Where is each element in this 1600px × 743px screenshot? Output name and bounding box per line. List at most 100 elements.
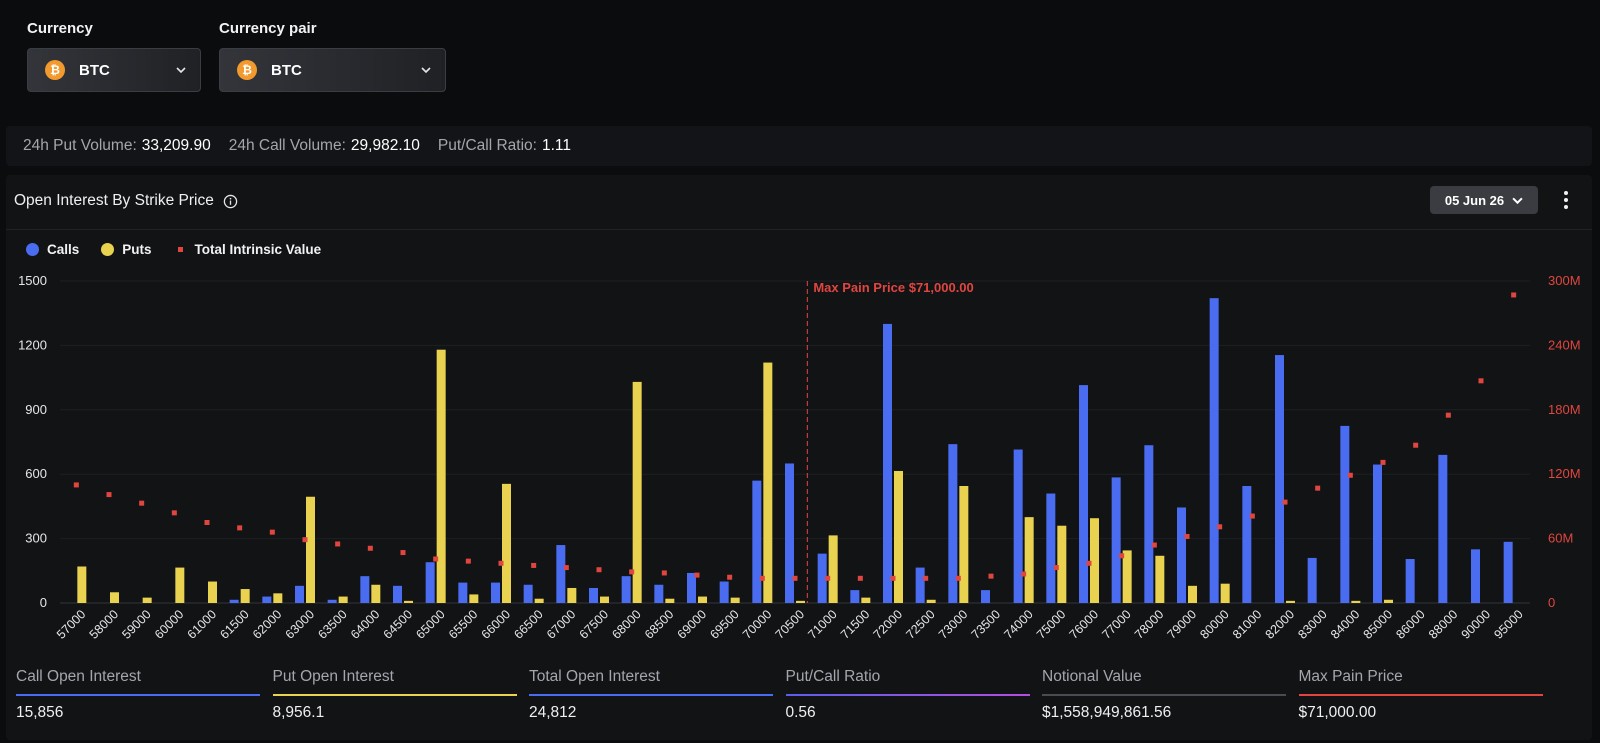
currency-select[interactable]: ₿ BTC bbox=[27, 48, 201, 92]
tiv-point bbox=[531, 562, 537, 568]
put-bar bbox=[1188, 585, 1197, 603]
put-bar bbox=[404, 600, 413, 603]
legend-puts[interactable]: Puts bbox=[101, 242, 152, 257]
tiv-point bbox=[1315, 485, 1321, 491]
summary-total-oi: Total Open Interest 24,812 bbox=[529, 668, 786, 722]
y-tick-label: 600 bbox=[25, 466, 47, 481]
put-bar bbox=[436, 349, 446, 603]
currency-label: Currency bbox=[27, 20, 93, 37]
summary-label: Call Open Interest bbox=[16, 668, 141, 685]
summary-max-pain: Max Pain Price $71,000.00 bbox=[1298, 668, 1556, 722]
x-tick-label: 72500 bbox=[903, 607, 938, 642]
x-tick-label: 73500 bbox=[969, 607, 1004, 642]
x-tick-label: 64500 bbox=[381, 607, 416, 642]
x-tick-label: 84000 bbox=[1328, 607, 1363, 642]
call-bar bbox=[295, 585, 304, 603]
call-volume-stat: 24h Call Volume: 29,982.10 bbox=[229, 137, 420, 155]
expiry-date-select[interactable]: 05 Jun 26 bbox=[1430, 186, 1538, 214]
tiv-point bbox=[1053, 565, 1059, 571]
x-tick-label: 74000 bbox=[1001, 607, 1036, 642]
tiv-point bbox=[1119, 553, 1125, 559]
legend-calls[interactable]: Calls bbox=[26, 242, 79, 257]
tiv-point bbox=[727, 574, 733, 580]
tiv-point bbox=[139, 500, 145, 506]
x-tick-label: 67000 bbox=[544, 607, 579, 642]
x-tick-label: 68000 bbox=[609, 607, 644, 642]
tiv-point bbox=[1249, 513, 1255, 519]
put-bar bbox=[1351, 600, 1361, 603]
x-tick-label: 61000 bbox=[185, 607, 220, 642]
chevron-down-icon bbox=[176, 67, 186, 74]
bitcoin-icon: ₿ bbox=[237, 60, 257, 80]
x-tick-label: 63500 bbox=[315, 607, 350, 642]
tiv-swatch bbox=[177, 247, 183, 252]
chevron-down-icon bbox=[1512, 197, 1523, 204]
call-bar bbox=[491, 582, 500, 603]
y-tick-label: 300 bbox=[25, 531, 47, 546]
x-tick-label: 70000 bbox=[740, 607, 775, 642]
expiry-date-value: 05 Jun 26 bbox=[1444, 192, 1505, 208]
summary-put-oi: Put Open Interest 8,956.1 bbox=[272, 668, 530, 722]
call-bar bbox=[327, 599, 337, 603]
tiv-point bbox=[237, 525, 243, 531]
call-bar bbox=[1209, 298, 1219, 603]
tiv-point bbox=[400, 550, 406, 556]
put-volume-label: 24h Put Volume: bbox=[23, 137, 137, 154]
summary-underline bbox=[272, 694, 517, 696]
put-bar bbox=[77, 566, 87, 603]
summary-notional: Notional Value $1,558,949,861.56 bbox=[1042, 668, 1299, 722]
tiv-point bbox=[563, 565, 569, 571]
call-bar bbox=[1307, 557, 1317, 603]
x-tick-label: 73000 bbox=[936, 607, 971, 642]
summary-underline bbox=[1298, 694, 1543, 696]
summary-underline bbox=[1042, 694, 1286, 696]
put-bar bbox=[665, 598, 675, 603]
chevron-down-icon bbox=[421, 67, 431, 74]
x-tick-label: 77000 bbox=[1099, 607, 1134, 642]
tiv-point bbox=[661, 570, 667, 576]
tiv-point bbox=[1380, 459, 1386, 465]
put-bar bbox=[567, 587, 577, 603]
puts-swatch bbox=[101, 243, 115, 256]
summary-value: 15,856 bbox=[16, 704, 64, 721]
tiv-point bbox=[857, 575, 863, 581]
x-tick-label: 64000 bbox=[348, 607, 383, 642]
x-tick-label: 69000 bbox=[675, 607, 710, 642]
put-bar bbox=[175, 567, 185, 603]
call-bar bbox=[1471, 549, 1480, 603]
y2-tick-label: 0 bbox=[1548, 595, 1555, 610]
currency-pair-group: Currency pair ₿ BTC bbox=[219, 20, 446, 92]
call-bar bbox=[883, 323, 892, 603]
summary-underline bbox=[16, 694, 260, 696]
currency-group: Currency ₿ BTC bbox=[27, 20, 201, 92]
put-bar bbox=[1057, 525, 1067, 603]
tiv-point bbox=[269, 529, 275, 535]
y2-tick-label: 60M bbox=[1548, 531, 1573, 546]
x-tick-label: 65500 bbox=[446, 607, 481, 642]
x-tick-label: 71500 bbox=[838, 607, 873, 642]
x-tick-label: 59000 bbox=[119, 607, 154, 642]
tiv-point bbox=[1445, 412, 1451, 418]
call-bar bbox=[589, 587, 598, 603]
x-tick-label: 67500 bbox=[577, 607, 612, 642]
legend-tiv[interactable]: Total Intrinsic Value bbox=[174, 242, 321, 257]
panel-header: Open Interest By Strike Price 05 Jun 26 bbox=[6, 175, 1592, 230]
info-icon[interactable] bbox=[223, 194, 238, 209]
put-bar bbox=[1155, 555, 1165, 603]
summary-underline bbox=[529, 694, 773, 696]
tiv-point bbox=[465, 558, 471, 564]
put-bar bbox=[926, 599, 936, 603]
summary-value: 8,956.1 bbox=[272, 704, 325, 721]
selectors: Currency ₿ BTC Currency pair ₿ BTC bbox=[27, 20, 446, 92]
call-bar bbox=[1503, 541, 1513, 603]
call-bar bbox=[1177, 507, 1186, 603]
tiv-point bbox=[1021, 571, 1027, 577]
currency-pair-select[interactable]: ₿ BTC bbox=[219, 48, 446, 92]
call-bar bbox=[1275, 355, 1284, 603]
put-bar bbox=[1024, 517, 1034, 603]
summary-label: Put Open Interest bbox=[272, 668, 395, 685]
x-tick-label: 85000 bbox=[1361, 607, 1396, 642]
summary-value: 0.56 bbox=[785, 704, 816, 721]
more-options-icon[interactable] bbox=[1562, 189, 1570, 211]
x-tick-label: 78000 bbox=[1132, 607, 1167, 642]
